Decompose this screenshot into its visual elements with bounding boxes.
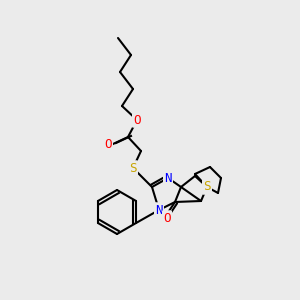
Text: O: O: [104, 137, 112, 151]
Text: N: N: [155, 203, 163, 217]
Text: S: S: [129, 161, 137, 175]
Text: O: O: [163, 212, 171, 224]
Text: S: S: [203, 181, 211, 194]
Text: N: N: [164, 172, 172, 184]
Text: O: O: [133, 113, 141, 127]
